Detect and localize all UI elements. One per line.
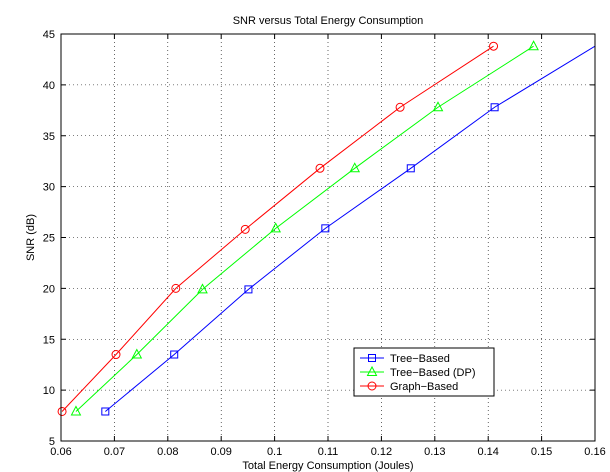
legend: Tree−Based Tree−Based (DP) Graph−Based <box>353 347 495 397</box>
x-tick-label: 0.14 <box>477 446 498 458</box>
y-tick-label: 20 <box>43 283 55 295</box>
data-point-triangle <box>432 101 444 112</box>
y-axis-label: SNR (dB) <box>25 214 37 261</box>
y-tick-label: 40 <box>43 80 55 92</box>
y-tick-label: 15 <box>43 334 55 346</box>
x-tick-label: 0.09 <box>210 446 231 458</box>
legend-entry: Tree−Based <box>360 353 450 365</box>
data-point-circle <box>367 381 377 391</box>
data-point-triangle <box>197 283 208 294</box>
series-line <box>61 45 494 412</box>
series-line <box>75 45 534 412</box>
x-tick-label: 0.11 <box>318 446 339 458</box>
data-point-square <box>490 103 499 112</box>
data-point-circle <box>171 283 181 293</box>
data-point-circle <box>489 41 499 51</box>
axis-ticks: 0.06 0.07 0.08 0.09 0.1 0.11 0.12 0.13 0.14 0.15 0… <box>43 29 606 458</box>
data-point-triangle <box>270 222 281 233</box>
data-point-circle <box>240 224 250 234</box>
chart-title: SNR versus Total Energy Consumption <box>233 15 424 27</box>
x-tick-label: 0.07 <box>104 446 125 458</box>
x-axis-label: Total Energy Consumption (Joules) <box>242 460 413 472</box>
y-tick-label: 10 <box>43 385 55 397</box>
y-tick-label: 5 <box>49 436 55 448</box>
x-tick-label: 0.13 <box>424 446 445 458</box>
data-point-circle <box>315 163 325 173</box>
data-point-square <box>368 354 376 362</box>
data-point-square <box>170 350 179 359</box>
legend-label: Tree−Based (DP) <box>390 367 476 379</box>
legend-label: Graph−Based <box>390 381 458 393</box>
data-point-square <box>321 224 330 233</box>
legend-entry: Graph−Based <box>360 381 458 393</box>
data-point-circle <box>57 406 67 416</box>
x-tick-label: 0.06 <box>50 446 71 458</box>
data-point-circle <box>111 350 121 360</box>
data-point-triangle <box>70 405 82 416</box>
data-point-triangle <box>131 348 143 359</box>
legend-entry: Tree−Based (DP) <box>360 365 476 379</box>
data-point-square <box>406 164 415 173</box>
series-3 <box>57 41 499 416</box>
y-tick-label: 45 <box>43 29 55 41</box>
x-tick-label: 0.12 <box>371 446 392 458</box>
x-tick-label: 0.08 <box>157 446 178 458</box>
data-point-triangle <box>528 40 539 51</box>
series-line <box>105 45 595 412</box>
grid <box>61 34 595 441</box>
y-tick-label: 30 <box>43 182 55 194</box>
x-tick-label: 0.1 <box>267 446 282 458</box>
y-tick-label: 35 <box>43 131 55 143</box>
legend-label: Tree−Based <box>390 353 450 365</box>
data-point-triangle <box>366 365 378 376</box>
plot-series <box>57 40 595 416</box>
x-tick-label: 0.16 <box>584 446 605 458</box>
y-tick-label: 25 <box>43 233 55 245</box>
data-point-circle <box>395 102 405 112</box>
data-point-square <box>244 285 253 294</box>
x-tick-label: 0.15 <box>531 446 552 458</box>
data-point-square <box>101 407 110 416</box>
data-point-triangle <box>349 162 361 173</box>
series-2 <box>70 40 539 416</box>
series-1 <box>101 45 595 416</box>
